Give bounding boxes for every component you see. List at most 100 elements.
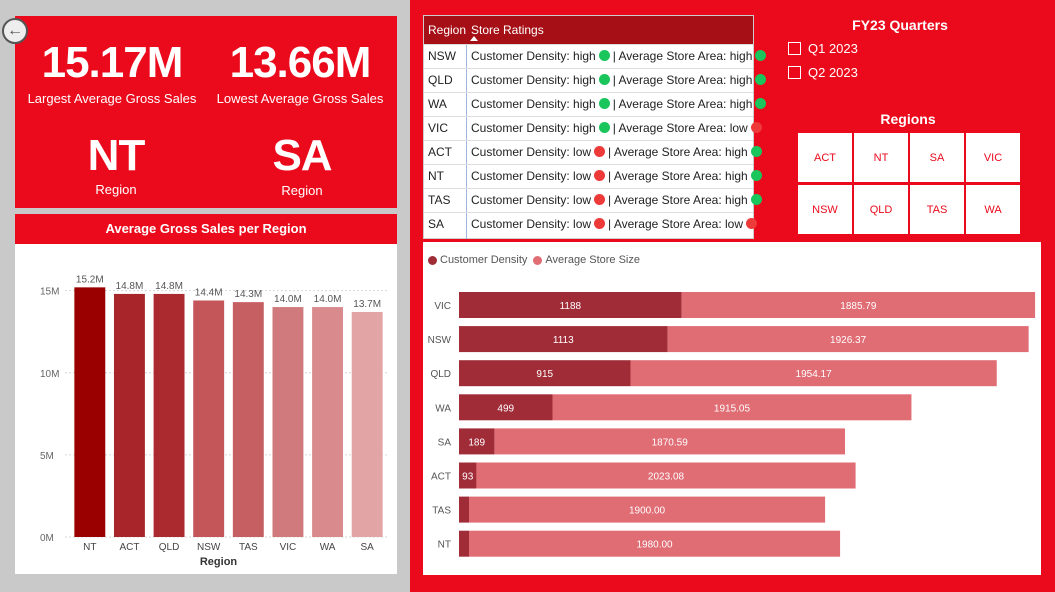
bar-data-label: 499: [497, 403, 514, 414]
sort-up-icon: [470, 35, 478, 41]
bar-data-label: 1113: [553, 335, 574, 346]
bar-vic[interactable]: [272, 307, 303, 537]
quarter-option-q2[interactable]: Q2 2023: [788, 65, 858, 80]
table-row[interactable]: NSW Customer Density: high | Average Store…: [424, 44, 753, 68]
table-row[interactable]: NT Customer Density: low | Average Store A…: [424, 164, 753, 188]
area-text: | Average Store Area: low: [608, 217, 743, 231]
cell-store-rating: Customer Density: low | Average Store Are…: [471, 169, 765, 183]
x-tick-label: QLD: [159, 542, 180, 553]
x-axis-title: Region: [200, 556, 238, 568]
density-text: Customer Density: high: [471, 73, 596, 87]
density-text: Customer Density: high: [471, 49, 596, 63]
density-store-size-chart-panel: Customer Density Average Store Size VIC 1…: [423, 242, 1041, 575]
bar-data-label: 14.8M: [116, 281, 144, 292]
bar-sa[interactable]: [352, 312, 383, 537]
bar-data-label: 93: [462, 472, 474, 483]
bar-nsw[interactable]: [193, 300, 224, 537]
cell-store-rating: Customer Density: low | Average Store Are…: [471, 145, 765, 159]
bar-data-label: 14.8M: [155, 281, 183, 292]
col-header-store-ratings[interactable]: Store Ratings: [471, 23, 544, 37]
region-tile-tas[interactable]: TAS: [910, 185, 964, 234]
largest-region-label: Region: [21, 182, 211, 197]
cell-region: ACT: [428, 145, 452, 159]
area-text: | Average Store Area: high: [608, 145, 748, 159]
table-row[interactable]: SA Customer Density: low | Average Store A…: [424, 212, 753, 236]
region-tile-nsw[interactable]: NSW: [798, 185, 852, 234]
back-button[interactable]: ←: [2, 18, 28, 44]
density-text: Customer Density: low: [471, 217, 591, 231]
y-category-label: SA: [438, 437, 452, 448]
area-text: | Average Store Area: high: [613, 73, 753, 87]
bar-segment-customer-density-nt[interactable]: [459, 531, 469, 557]
density-status-dot-icon: [599, 122, 610, 133]
avg-gross-sales-chart-title: Average Gross Sales per Region: [15, 214, 397, 244]
cell-store-rating: Customer Density: low | Average Store Are…: [471, 217, 760, 231]
table-row[interactable]: WA Customer Density: high | Average Store …: [424, 92, 753, 116]
y-category-label: ACT: [431, 472, 451, 483]
table-row[interactable]: QLD Customer Density: high | Average Store…: [424, 68, 753, 92]
y-tick-label: 15M: [40, 287, 59, 298]
bar-data-label: 1954.17: [796, 369, 833, 380]
density-status-dot-icon: [594, 146, 605, 157]
cell-store-rating: Customer Density: high | Average Store Ar…: [471, 73, 769, 87]
lowest-region-label: Region: [207, 183, 397, 198]
area-status-dot-icon: [746, 218, 757, 229]
bar-data-label: 14.3M: [234, 289, 262, 300]
cell-region: SA: [428, 217, 444, 231]
area-status-dot-icon: [755, 98, 766, 109]
bar-data-label: 1980.00: [636, 540, 673, 551]
cell-region: WA: [428, 97, 447, 111]
bar-data-label: 189: [468, 437, 485, 448]
area-status-dot-icon: [751, 170, 762, 181]
area-text: | Average Store Area: high: [608, 169, 748, 183]
region-tile-sa[interactable]: SA: [910, 133, 964, 182]
density-status-dot-icon: [594, 194, 605, 205]
avg-gross-sales-chart-panel: Average Gross Sales per Region 0M 5M 10M 15…: [15, 214, 397, 574]
density-text: Customer Density: high: [471, 121, 596, 135]
bar-act[interactable]: [114, 294, 145, 537]
area-status-dot-icon: [751, 194, 762, 205]
area-text: | Average Store Area: high: [613, 97, 753, 111]
cell-store-rating: Customer Density: high | Average Store Ar…: [471, 121, 765, 135]
region-tile-qld[interactable]: QLD: [854, 185, 908, 234]
x-tick-label: NT: [83, 542, 96, 553]
checkbox[interactable]: [788, 66, 801, 79]
bar-qld[interactable]: [154, 294, 185, 537]
density-status-dot-icon: [599, 50, 610, 61]
region-tile-act[interactable]: ACT: [798, 133, 852, 182]
bar-data-label: 14.0M: [274, 294, 302, 305]
bar-data-label: 14.4M: [195, 287, 223, 298]
quarter-option-label: Q2 2023: [808, 65, 858, 80]
quarter-option-q1[interactable]: Q1 2023: [788, 41, 858, 56]
table-row[interactable]: ACT Customer Density: low | Average Store …: [424, 140, 753, 164]
density-text: Customer Density: low: [471, 145, 591, 159]
density-text: Customer Density: high: [471, 97, 596, 111]
fy23-quarters-slicer: FY23 Quarters Q1 2023 Q2 2023: [780, 14, 1020, 104]
region-tile-vic[interactable]: VIC: [966, 133, 1020, 182]
table-row[interactable]: VIC Customer Density: high | Average Store…: [424, 116, 753, 140]
region-tile-wa[interactable]: WA: [966, 185, 1020, 234]
col-header-region[interactable]: Region: [428, 23, 466, 37]
checkbox[interactable]: [788, 42, 801, 55]
y-tick-label: 5M: [40, 451, 54, 462]
table-header: Region Store Ratings: [424, 16, 753, 44]
cell-region: QLD: [428, 73, 453, 87]
x-tick-label: VIC: [280, 542, 297, 553]
area-status-dot-icon: [751, 122, 762, 133]
area-status-dot-icon: [755, 50, 766, 61]
quarter-option-label: Q1 2023: [808, 41, 858, 56]
area-text: | Average Store Area: low: [613, 121, 748, 135]
y-category-label: NT: [438, 540, 451, 551]
bar-tas[interactable]: [233, 302, 264, 537]
bar-wa[interactable]: [312, 307, 343, 537]
cell-region: VIC: [428, 121, 448, 135]
density-text: Customer Density: low: [471, 193, 591, 207]
bar-data-label: 1926.37: [830, 335, 867, 346]
bar-segment-customer-density-tas[interactable]: [459, 497, 469, 523]
bar-nt[interactable]: [74, 287, 105, 537]
bar-data-label: 14.0M: [314, 294, 342, 305]
region-tile-nt[interactable]: NT: [854, 133, 908, 182]
y-category-label: VIC: [434, 301, 451, 312]
x-tick-label: ACT: [119, 542, 139, 553]
table-row[interactable]: TAS Customer Density: low | Average Store …: [424, 188, 753, 212]
